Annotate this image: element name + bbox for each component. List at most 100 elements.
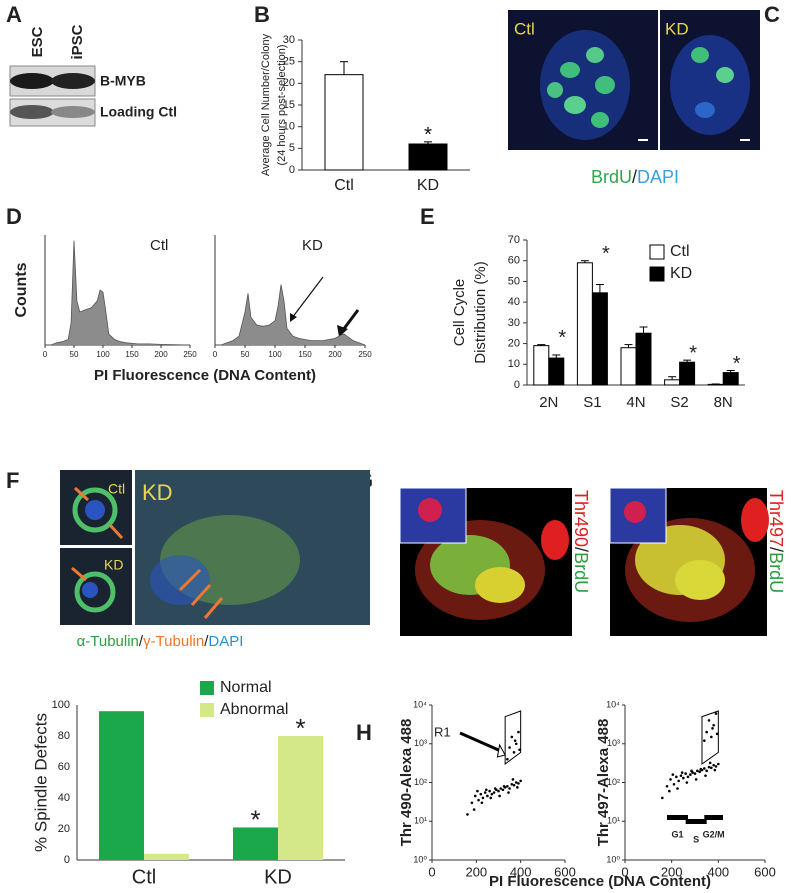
bar — [548, 357, 565, 386]
nucleus — [150, 555, 210, 605]
bar — [533, 345, 550, 386]
x-tick-label: 4N — [626, 394, 645, 411]
y-tick-label: 100 — [52, 699, 70, 711]
arrow-head — [496, 743, 506, 758]
arrow — [178, 568, 202, 592]
bar — [707, 383, 724, 386]
cell — [74, 571, 116, 613]
caption-part: DAPI — [637, 167, 679, 187]
point — [508, 746, 511, 749]
point — [519, 779, 522, 783]
y-tick-label: 10 — [283, 121, 295, 133]
point — [713, 768, 717, 772]
x-tick-label: KD — [264, 866, 292, 888]
band-label: B-MYB — [100, 73, 146, 89]
point — [690, 769, 693, 773]
stain-part: / — [571, 547, 591, 552]
point — [514, 742, 518, 746]
caption: α-Tubulin/γ-Tubulin/DAPI — [77, 633, 244, 650]
nucleus — [418, 498, 442, 522]
cell — [541, 520, 569, 560]
image-label: KD — [665, 19, 689, 38]
bar — [99, 711, 144, 860]
arrow — [190, 583, 212, 607]
legend-swatch — [649, 266, 665, 282]
nucleus — [591, 112, 609, 128]
gate — [504, 710, 522, 766]
point — [502, 784, 506, 788]
cell-cluster — [540, 30, 630, 140]
nucleus — [695, 102, 715, 118]
significance: * — [295, 713, 305, 743]
y-tick-label: 20 — [283, 77, 295, 89]
point — [499, 787, 503, 790]
image-label: Ctl — [514, 19, 535, 38]
nucleus — [560, 62, 580, 78]
band-label: Loading Ctl — [100, 104, 177, 120]
bar — [635, 332, 652, 386]
point — [479, 792, 483, 796]
y-axis-label: Cell Cycle — [451, 279, 468, 347]
arrow — [108, 523, 124, 540]
image-label: Ctl — [108, 481, 125, 497]
x-tick-label: 0 — [213, 350, 218, 359]
point — [717, 762, 720, 766]
point — [672, 782, 676, 786]
point — [470, 801, 474, 805]
y-tick-label: 10³ — [607, 738, 620, 748]
point — [512, 751, 516, 754]
significance: * — [733, 353, 741, 375]
point — [668, 789, 671, 793]
x-tick-label: 600 — [754, 864, 776, 879]
nucleus — [85, 500, 105, 520]
image-label: KD — [142, 480, 173, 505]
y-tick-label: 10³ — [414, 738, 427, 748]
legend-label: Ctl — [670, 243, 690, 260]
point — [507, 791, 510, 794]
x-tick-label: 200 — [465, 864, 487, 879]
arrow — [71, 566, 87, 582]
point — [483, 791, 487, 794]
point — [506, 784, 509, 788]
panel-letter: E — [420, 204, 435, 229]
x-tick-label: 600 — [554, 864, 576, 879]
stain-part: / — [766, 547, 786, 552]
point — [669, 778, 672, 781]
y-tick-label: 10⁰ — [606, 854, 620, 864]
caption-part: / — [139, 633, 144, 650]
y-tick-label: 10 — [508, 358, 520, 370]
point — [481, 796, 485, 800]
arrow — [341, 309, 360, 331]
significance: * — [558, 327, 566, 349]
significance: * — [689, 342, 697, 364]
legend-label: Abnormal — [220, 701, 288, 718]
x-tick-label: 250 — [358, 350, 372, 359]
point — [708, 761, 712, 765]
point — [514, 781, 518, 784]
x-tick-label: 200 — [154, 350, 168, 359]
x-tick-label: KD — [417, 177, 439, 194]
histogram — [45, 240, 191, 346]
y-axis-label: Thr 490-Alexa 488 — [398, 719, 415, 847]
band — [10, 105, 54, 119]
band — [51, 73, 95, 89]
point — [661, 796, 664, 800]
point — [498, 794, 501, 798]
image-label: KD — [104, 557, 123, 573]
point — [698, 770, 701, 773]
y-tick-label: 30 — [508, 317, 520, 329]
gate-label: R1 — [434, 724, 451, 739]
phase-bar — [704, 815, 723, 820]
y-tick-label: 60 — [508, 255, 520, 267]
x-tick-label: 2N — [539, 394, 558, 411]
x-tick-label: Ctl — [334, 177, 354, 194]
nucleus — [624, 501, 646, 523]
stain-part: Thr497 — [766, 490, 786, 547]
y-axis-label: % Spindle Defects — [31, 713, 50, 852]
point — [694, 778, 698, 781]
y-tick-label: 10² — [607, 777, 620, 787]
point — [477, 798, 480, 802]
x-tick-label: 200 — [328, 350, 342, 359]
point — [506, 757, 509, 761]
